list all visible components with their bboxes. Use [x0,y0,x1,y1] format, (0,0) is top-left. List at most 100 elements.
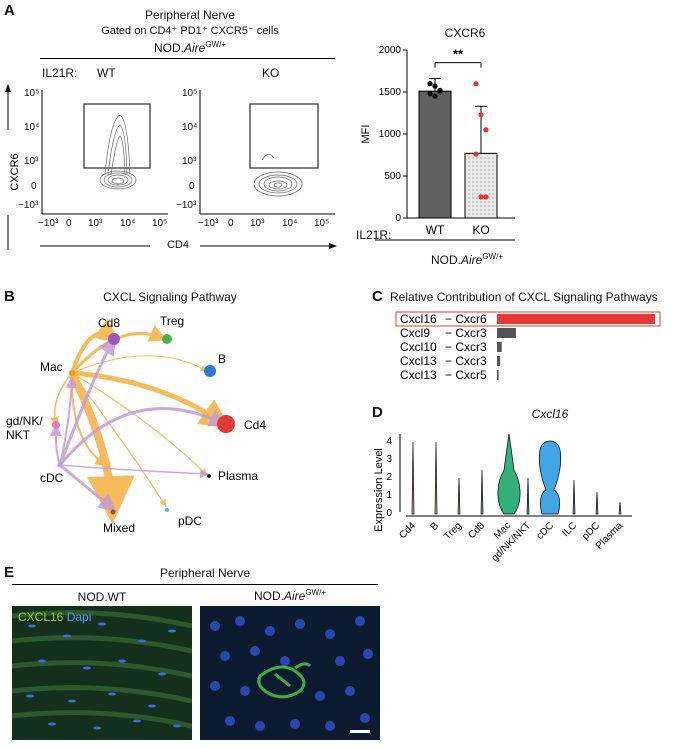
il21r-label: IL21R: [42,66,78,80]
group-gene: Aire [460,253,483,267]
panel-a-divider [40,58,335,59]
ko-flow-plot [199,90,335,215]
strain-sup: GW/+ [205,40,226,49]
datapoint-ko [483,194,489,200]
violin-xlabel-cdc: cDC [535,520,557,542]
node-pdc [165,508,169,512]
flow-y-label: CXCR6 [9,153,21,190]
node-label-gdnk: gd/NK/ [6,414,43,428]
wt-gate [83,103,151,169]
ko-contours [253,154,303,197]
datapoint-ko [483,127,489,133]
wt-xtick-1e5: 10⁵ [152,218,168,229]
panel-label-a: A [4,2,15,19]
wt-xtick-1e3: 10³ [88,218,103,229]
violin-xlabel-treg: Treg [442,520,464,542]
pair-ligand: Cxcl9 [400,326,430,340]
cxcr6-bar-chart: 2000 1500 1000 500 0 MFI WT KO ** [360,45,515,241]
pair-receptor: − Cxcr3 [445,354,487,368]
stain-dapi: Dapi [66,610,92,624]
ko-ytick-1e4: 10⁴ [182,122,198,133]
violin-treg [457,477,461,515]
panel-e-right-title: NOD.AireGW/+ [200,588,380,603]
violin-ytick-4: 4 [386,436,392,447]
pair-ligand: Cxcl10 [400,340,437,354]
pair-receptor: − Cxcr3 [445,326,487,340]
datapoint-wt [432,83,438,89]
bar-ytick-label: 0 [395,213,401,224]
violin-plasma [618,501,622,515]
violin-cd8 [480,469,484,515]
node-label-cdc: cDC [40,471,64,485]
node-label-plasma: Plasma [218,469,258,483]
violin-xlabel-cd8: Cd8 [466,520,487,541]
panel-label-d: D [372,404,383,421]
panel-e-left-title: NOD.WT [77,590,127,604]
node-cdc [57,462,63,468]
flow-plots: CXCR6 [5,84,335,250]
node-label-b: B [218,352,226,366]
node-label-nkt: NKT [6,428,31,442]
wt-ytick-0: 0 [31,181,37,192]
wt-xtick-0: 0 [66,218,72,229]
e-right-prefix: NOD. [253,589,284,603]
violin-xlabel-b: B [429,520,442,533]
contribution-bar [497,356,501,366]
wt-ytick-1e3: 10³ [24,156,39,167]
wt-contours [99,114,137,190]
highlight-box [395,311,661,327]
panel-label-e: E [4,564,15,581]
bar-wt [418,90,452,219]
ko-xtick-1e5: 10⁵ [314,218,330,229]
violin-ytick-0: 0 [386,508,392,519]
ko-ytick-0: 0 [189,181,195,192]
violin-gdnknkt [526,477,530,515]
bar-chart-title: CXCR6 [444,26,486,40]
bar-ytick-label: 1500 [379,87,402,98]
pair-receptor: − Cxcr3 [445,340,487,354]
micrograph-wt: CXCL16 Dapi [12,606,192,740]
datapoint-wt [427,81,433,87]
group-prefix: NOD. [430,253,461,267]
node-plasma [207,474,211,478]
micrograph-ko-image [200,606,380,740]
y-axis-arrowhead [5,84,11,92]
bar-ytick-label: 500 [384,171,401,182]
node-mac [69,370,75,376]
violin-ytick-1: 1 [386,490,392,501]
panel-a-tissue: Peripheral Nerve [144,8,236,22]
bar-xlabel-ko: KO [472,223,489,237]
violin-ytick-2: 2 [386,472,392,483]
node-treg [162,334,172,344]
panel-e-tissue: Peripheral Nerve [159,566,251,580]
ko-xtick-0: 0 [228,218,234,229]
cdc-edges [49,337,228,512]
micrograph-ko [200,606,380,740]
ko-ytick-1e5: 10⁵ [182,88,198,99]
bar-ko [464,152,498,219]
pair-receptor: − Cxcr5 [445,368,487,382]
e-right-gene: Aire [283,589,306,603]
micrograph-legend: CXCL16 Dapi [18,610,91,624]
bar-x-prefix: IL21R: [356,228,392,242]
chord-network: Cd8 Treg B Cd4 Plasma pDC Mixed cDC gd/N… [6,314,266,535]
pair-ligand: Cxcl16 [400,312,437,326]
violin-shapes [411,433,622,515]
wt-ytick-neg: −10³ [18,200,39,211]
strain-prefix: NOD. [153,41,184,55]
datapoint-ko [473,81,479,87]
ko-xtick-neg: −10³ [198,218,219,229]
group-sup: GW/+ [482,252,503,261]
panel-a-gate: Gated on CD4⁺ PD1⁺ CXCR5⁻ cells [101,25,279,37]
violin-plot: Expression Level 4 3 2 1 0 Cd4 B Treg Cd… [373,433,632,564]
node-mixed [110,509,116,515]
datapoint-ko [478,112,484,118]
contribution-bar [497,370,499,380]
pair-ligand: Cxcl13 [400,368,437,382]
violin-ilc [572,479,576,515]
wt-flow-plot [41,90,168,215]
bar-ytick-label: 1000 [379,129,402,140]
wt-ytick-1e5: 10⁵ [24,88,40,99]
significance-stars: ** [453,47,464,62]
datapoint-wt [437,88,443,94]
